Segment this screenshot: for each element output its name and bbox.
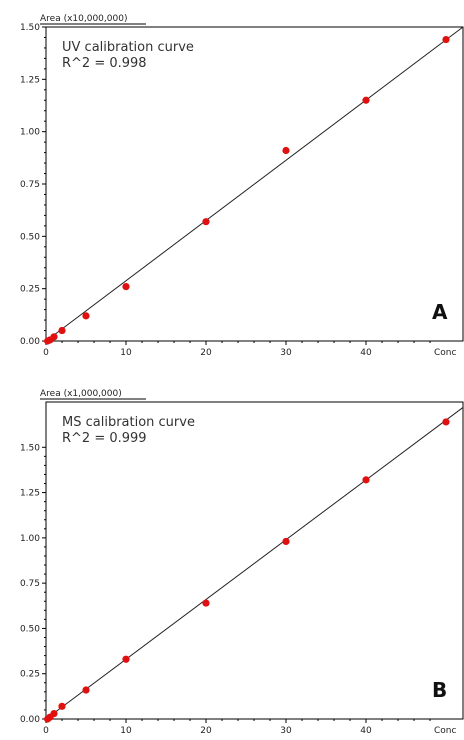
x-unit-label: Conc <box>434 726 456 736</box>
y-tick-label: 1.50 <box>20 23 40 33</box>
data-point <box>282 537 290 546</box>
curve-title: UV calibration curve <box>62 40 194 55</box>
y-tick-label: 1.25 <box>20 75 40 85</box>
y-tick-label: 0.00 <box>20 715 40 725</box>
y-tick-label: 1.00 <box>20 534 40 544</box>
y-unit-label: Area (x1,000,000) <box>40 389 122 399</box>
r-squared-label: R^2 = 0.998 <box>62 56 147 71</box>
x-tick-label: 20 <box>200 726 212 736</box>
x-tick-label: 20 <box>200 348 212 358</box>
y-tick-label: 1.00 <box>20 128 40 138</box>
panel-letter: A <box>432 300 448 324</box>
data-point <box>122 282 130 291</box>
x-tick-label: 30 <box>280 348 292 358</box>
x-tick-label: 40 <box>360 348 372 358</box>
y-tick-label: 0.50 <box>20 624 40 634</box>
x-tick-label: 30 <box>280 726 292 736</box>
y-tick-label: 0.75 <box>20 180 40 190</box>
data-point <box>50 333 58 341</box>
curve-title: MS calibration curve <box>62 415 195 430</box>
y-tick-label: 1.50 <box>20 443 40 453</box>
y-tick-label: 1.25 <box>20 489 40 499</box>
x-tick-label: 0 <box>43 348 49 358</box>
x-unit-label: Conc <box>434 348 456 358</box>
data-point <box>202 218 210 226</box>
data-point <box>282 146 290 155</box>
y-tick-label: 0.25 <box>20 670 40 680</box>
chart-panel-a: 0.00 0.25 0.50 0.75 1.00 1.25 1.50 0 10 20 30 40 Con… <box>20 14 464 358</box>
data-point <box>50 709 58 718</box>
plot-frame <box>45 401 464 720</box>
y-tick-label: 0.00 <box>20 337 40 347</box>
data-point <box>362 476 370 484</box>
data-point <box>82 312 90 320</box>
panel-letter: B <box>432 678 447 702</box>
data-point <box>362 96 370 104</box>
data-point <box>442 418 450 426</box>
x-tick-label: 10 <box>120 348 132 358</box>
fit-line <box>45 407 464 720</box>
y-unit-label: Area (x10,000,000) <box>40 14 127 24</box>
data-point <box>202 599 210 607</box>
y-tick-label: 0.25 <box>20 285 40 295</box>
y-tick-label: 0.50 <box>20 232 40 242</box>
x-tick-label: 0 <box>43 726 49 736</box>
fit-line <box>45 26 464 342</box>
x-tick-label: 10 <box>120 726 132 736</box>
r-squared-label: R^2 = 0.999 <box>62 431 147 446</box>
data-point <box>82 686 90 694</box>
x-tick-label: 40 <box>360 726 372 736</box>
data-point <box>122 655 130 663</box>
data-point <box>58 326 66 335</box>
y-tick-label: 0.75 <box>20 579 40 589</box>
data-point <box>442 35 450 44</box>
data-point <box>58 702 66 710</box>
chart-panel-b: 0.00 0.25 0.50 0.75 1.00 1.25 1.50 0 10 20 30 40 Con… <box>20 389 464 736</box>
